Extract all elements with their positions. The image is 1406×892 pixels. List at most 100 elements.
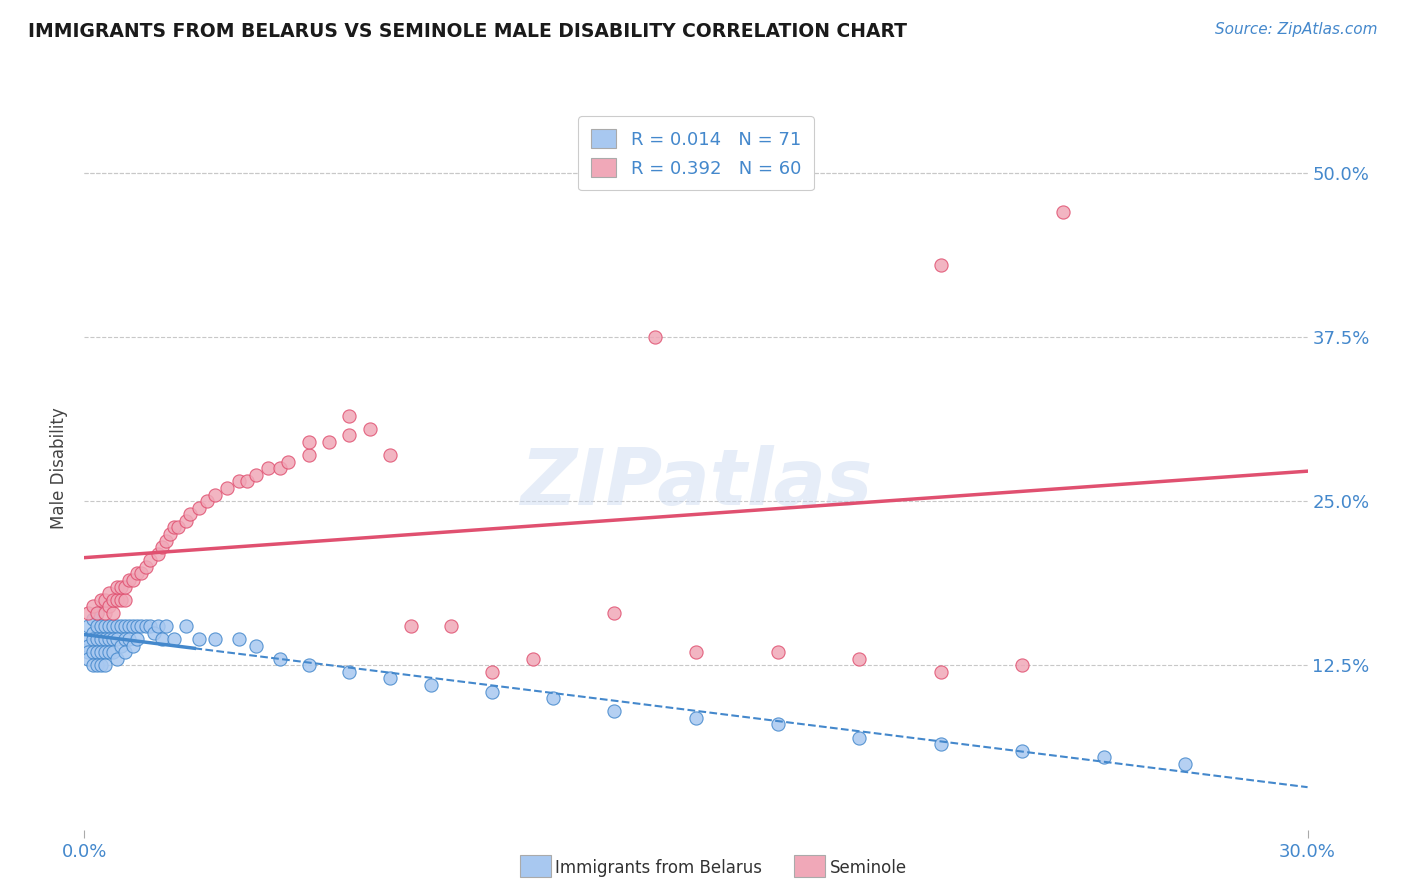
Point — [90, 592, 112, 607]
Point — [101, 632, 124, 646]
Point — [150, 540, 173, 554]
Point — [114, 632, 136, 646]
Point — [339, 409, 361, 423]
Point — [217, 481, 239, 495]
Point — [440, 619, 463, 633]
Point — [522, 652, 544, 666]
Point — [110, 619, 132, 633]
Point — [82, 632, 104, 646]
Point — [101, 645, 124, 659]
Point — [481, 684, 503, 698]
Point — [131, 566, 153, 581]
Point — [105, 619, 128, 633]
Text: IMMIGRANTS FROM BELARUS VS SEMINOLE MALE DISABILITY CORRELATION CHART: IMMIGRANTS FROM BELARUS VS SEMINOLE MALE… — [28, 22, 907, 41]
Point — [204, 632, 226, 646]
Point — [122, 619, 145, 633]
Point — [77, 619, 100, 633]
Point — [298, 448, 321, 462]
Point — [86, 632, 108, 646]
Y-axis label: Male Disability: Male Disability — [51, 408, 69, 529]
Point — [929, 258, 952, 272]
Point — [187, 500, 209, 515]
Point — [245, 639, 267, 653]
Point — [603, 606, 626, 620]
Point — [86, 658, 108, 673]
Point — [766, 645, 789, 659]
Point — [380, 672, 402, 686]
Point — [269, 652, 291, 666]
Point — [77, 639, 100, 653]
Point — [77, 652, 100, 666]
Point — [90, 632, 112, 646]
Point — [236, 475, 259, 489]
Point — [380, 448, 402, 462]
Point — [603, 704, 626, 718]
Point — [86, 645, 108, 659]
Point — [228, 475, 250, 489]
Point — [82, 625, 104, 640]
Point — [159, 527, 181, 541]
Point — [90, 658, 112, 673]
Text: ZIPatlas: ZIPatlas — [520, 445, 872, 521]
Point — [101, 606, 124, 620]
Point — [127, 566, 149, 581]
Point — [138, 619, 160, 633]
Point — [257, 461, 280, 475]
Point — [105, 592, 128, 607]
Point — [105, 652, 128, 666]
Point — [114, 619, 136, 633]
Point — [93, 632, 115, 646]
Point — [110, 639, 132, 653]
Point — [138, 553, 160, 567]
Point — [929, 665, 952, 679]
Point — [848, 652, 870, 666]
Point — [114, 580, 136, 594]
Point — [77, 645, 100, 659]
Point — [122, 639, 145, 653]
Point — [420, 678, 443, 692]
Point — [82, 658, 104, 673]
Point — [142, 625, 165, 640]
Point — [118, 632, 141, 646]
Point — [399, 619, 422, 633]
Point — [97, 632, 120, 646]
Point — [93, 606, 115, 620]
Point — [318, 435, 340, 450]
Point — [195, 494, 218, 508]
Point — [127, 619, 149, 633]
Legend: R = 0.014   N = 71, R = 0.392   N = 60: R = 0.014 N = 71, R = 0.392 N = 60 — [578, 116, 814, 190]
Point — [97, 645, 120, 659]
Point — [93, 645, 115, 659]
Point — [174, 619, 197, 633]
Point — [1011, 744, 1033, 758]
Point — [105, 632, 128, 646]
Point — [163, 520, 186, 534]
Point — [86, 606, 108, 620]
Point — [685, 645, 707, 659]
Point — [277, 455, 299, 469]
Point — [114, 645, 136, 659]
Point — [1092, 750, 1115, 764]
Point — [131, 619, 153, 633]
Point — [179, 508, 201, 522]
Point — [110, 592, 132, 607]
Text: Source: ZipAtlas.com: Source: ZipAtlas.com — [1215, 22, 1378, 37]
Point — [204, 487, 226, 501]
Point — [97, 619, 120, 633]
Point — [359, 422, 381, 436]
Point — [644, 330, 666, 344]
Point — [228, 632, 250, 646]
Point — [90, 645, 112, 659]
Point — [187, 632, 209, 646]
Point — [1052, 205, 1074, 219]
Point — [298, 658, 321, 673]
Point — [155, 619, 177, 633]
Point — [1174, 756, 1197, 771]
Point — [135, 559, 157, 574]
Point — [339, 665, 361, 679]
Point — [82, 645, 104, 659]
Point — [77, 632, 100, 646]
Point — [150, 632, 173, 646]
Point — [543, 691, 565, 706]
Point — [118, 573, 141, 587]
